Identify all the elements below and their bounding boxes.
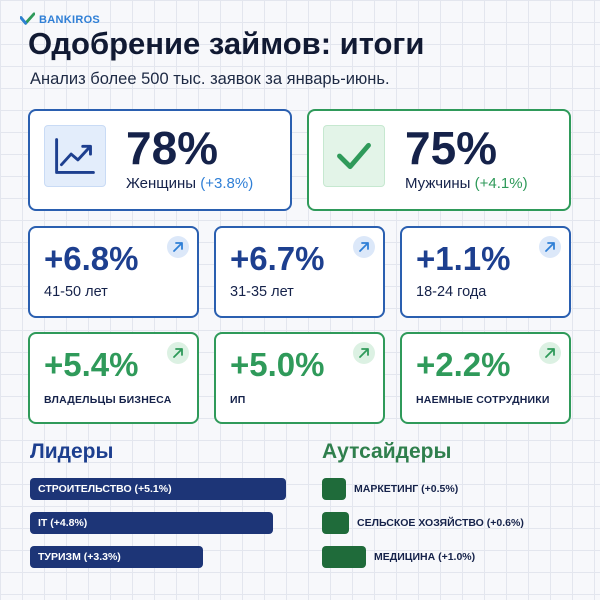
men-approval-value: 75% — [405, 122, 498, 174]
age-card-31-35: +6.7% 31-35 лет — [214, 226, 385, 318]
arrow-up-right-icon — [353, 236, 375, 258]
arrow-up-right-icon — [167, 342, 189, 364]
outsider-bar — [322, 478, 346, 500]
leaders-title: Лидеры — [30, 440, 114, 463]
arrow-up-right-icon — [539, 236, 561, 258]
women-approval-label: Женщины (+3.8%) — [126, 175, 253, 192]
arrow-up-right-icon — [539, 342, 561, 364]
leader-bar: СТРОИТЕЛЬСТВО (+5.1%) — [30, 478, 286, 500]
occupation-card-label: ИП — [230, 394, 246, 406]
trend-chart-icon — [44, 125, 106, 187]
women-approval-card: 78% Женщины (+3.8%) — [28, 109, 292, 211]
occupation-card-label: НАЕМНЫЕ СОТРУДНИКИ — [416, 394, 550, 406]
men-label-text: Мужчины — [405, 175, 471, 192]
occupation-card-value: +5.0% — [230, 346, 325, 383]
outsider-label: СЕЛЬСКОЕ ХОЗЯЙСТВО (+0.6%) — [357, 517, 524, 529]
outsiders-title: Аутсайдеры — [322, 440, 452, 463]
occupation-card-value: +5.4% — [44, 346, 139, 383]
age-card-18-24: +1.1% 18-24 года — [400, 226, 571, 318]
bankiros-logo-icon — [20, 12, 35, 25]
occupation-card-value: +2.2% — [416, 346, 511, 383]
age-card-value: +6.8% — [44, 240, 139, 277]
outsider-row: МЕДИЦИНА (+1.0%) — [322, 546, 475, 568]
occupation-card-ip: +5.0% ИП — [214, 332, 385, 424]
occupation-card-business-owners: +5.4% ВЛАДЕЛЬЦЫ БИЗНЕСА — [28, 332, 199, 424]
age-card-41-50: +6.8% 41-50 лет — [28, 226, 199, 318]
outsider-bar — [322, 546, 366, 568]
occupation-card-label: ВЛАДЕЛЬЦЫ БИЗНЕСА — [44, 394, 172, 406]
women-label-text: Женщины — [126, 175, 197, 192]
page-title: Одобрение займов: итоги — [28, 26, 425, 61]
outsider-bar — [322, 512, 349, 534]
occupation-card-employees: +2.2% НАЕМНЫЕ СОТРУДНИКИ — [400, 332, 571, 424]
outsider-row: МАРКЕТИНГ (+0.5%) — [322, 478, 458, 500]
age-card-label: 41-50 лет — [44, 284, 108, 300]
age-card-label: 18-24 года — [416, 284, 487, 300]
men-delta: (+4.1%) — [474, 175, 528, 192]
outsider-label: МЕДИЦИНА (+1.0%) — [374, 551, 476, 563]
age-card-value: +6.7% — [230, 240, 325, 277]
arrow-up-right-icon — [353, 342, 375, 364]
age-card-value: +1.1% — [416, 240, 511, 277]
outsider-label: МАРКЕТИНГ (+0.5%) — [354, 483, 459, 495]
arrow-up-right-icon — [167, 236, 189, 258]
men-approval-label: Мужчины (+4.1%) — [405, 175, 528, 192]
men-approval-card: 75% Мужчины (+4.1%) — [307, 109, 571, 211]
checkmark-icon — [323, 125, 385, 187]
outsider-row: СЕЛЬСКОЕ ХОЗЯЙСТВО (+0.6%) — [322, 512, 524, 534]
brand-name: BANKIROS — [39, 13, 101, 26]
page-subtitle: Анализ более 500 тыс. заявок за январь-и… — [30, 70, 390, 88]
leader-bar: IT (+4.8%) — [30, 512, 273, 534]
age-card-label: 31-35 лет — [230, 284, 294, 300]
women-delta: (+3.8%) — [200, 175, 254, 192]
women-approval-value: 78% — [126, 122, 219, 174]
brand-logo: BANKIROS — [20, 12, 100, 27]
leader-bar: ТУРИЗМ (+3.3%) — [30, 546, 203, 568]
